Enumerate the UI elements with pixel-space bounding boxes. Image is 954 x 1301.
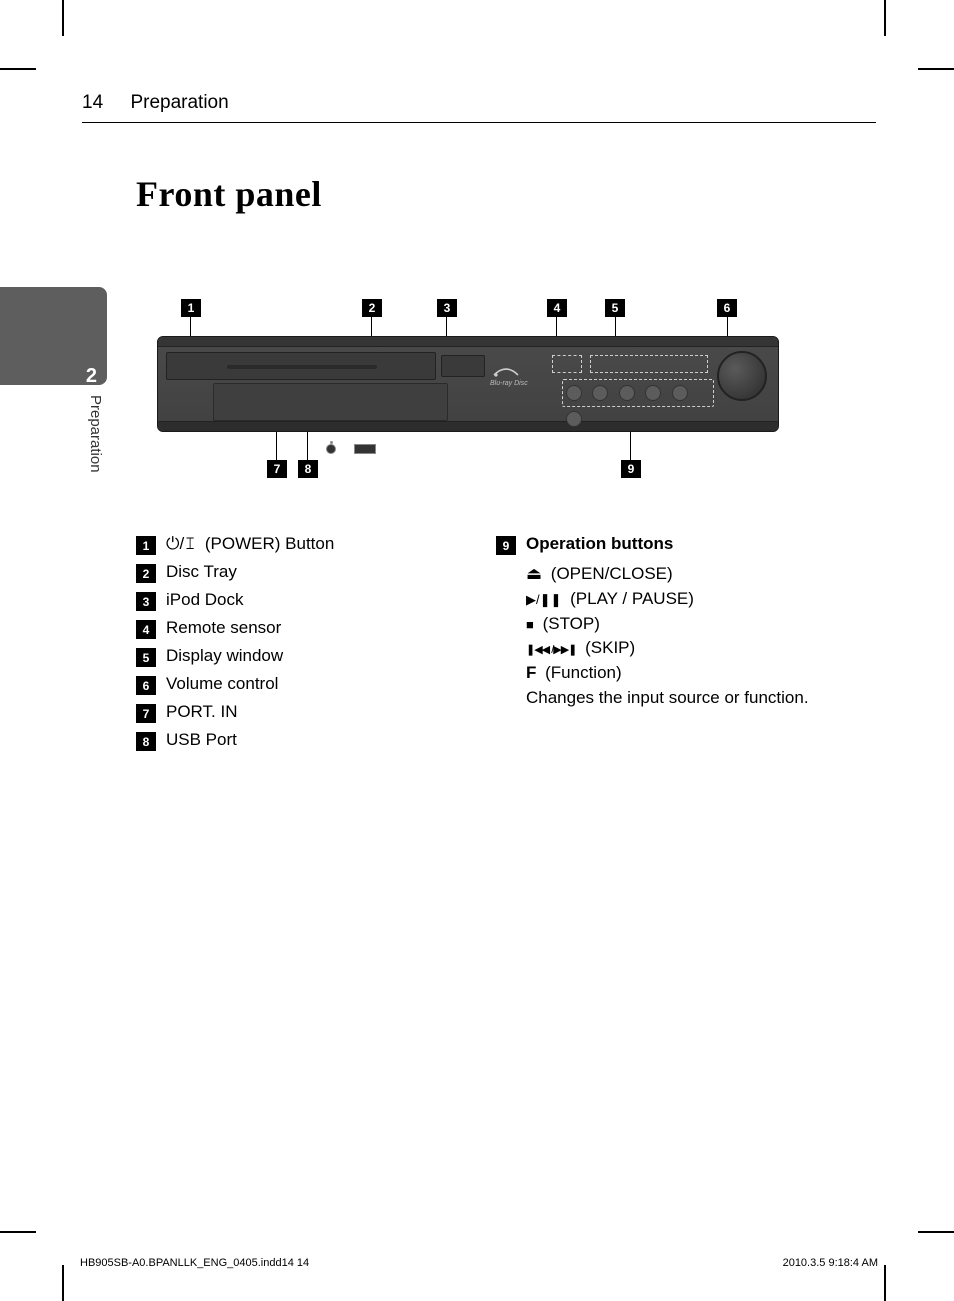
function-letter: F [526,661,536,685]
crop-mark [62,1265,64,1301]
stop-icon: ■ [526,616,534,634]
port-panel [213,383,448,421]
volume-knob [717,351,767,401]
op-line-function: F (Function) [526,661,826,685]
legend-num: 6 [136,676,156,695]
callout-3: 3 [437,299,457,317]
op-text: (OPEN/CLOSE) [551,564,673,583]
callout-9: 9 [621,460,641,478]
eject-icon: ⏏ [526,562,542,586]
callout-1: 1 [181,299,201,317]
op-line-stop: ■ (STOP) [526,612,826,636]
operation-list: ⏏ (OPEN/CLOSE) ▶/❚❚ (PLAY / PAUSE) ■ (ST… [526,562,826,710]
callout-8: 8 [298,460,318,478]
legend-item-9: 9 Operation buttons [496,534,826,555]
callout-7: 7 [267,460,287,478]
op-button [619,385,635,401]
footer-timestamp: 2010.3.5 9:18:4 AM [783,1257,878,1269]
legend-label: iPod Dock [166,590,243,610]
legend-item-6: 6 Volume control [136,674,496,695]
ipod-dock [441,355,485,377]
legend-num: 2 [136,564,156,583]
callout-4: 4 [547,299,567,317]
op-button [672,385,688,401]
legend-item-8: 8 USB Port [136,730,496,751]
legend-label: PORT. IN [166,702,237,722]
op-text: (PLAY / PAUSE) [570,589,694,608]
page-header: 14 Preparation [82,92,876,123]
op-button [645,385,661,401]
legend-label: USB Port [166,730,237,750]
op-button [566,411,582,427]
usb-port [354,444,376,454]
legend-label: (POWER) Button [205,534,334,553]
display-window [590,355,708,373]
op-button [592,385,608,401]
op-line-skip: ❚◀◀ /▶▶❚ (SKIP) [526,636,826,660]
op-line-desc: Changes the input source or function. [526,686,826,710]
crop-mark [884,1265,886,1301]
legend-item-5: 5 Display window [136,646,496,667]
page-title: Front panel [136,173,322,215]
crop-mark [884,0,886,36]
crop-mark [918,68,954,70]
op-line-open-close: ⏏ (OPEN/CLOSE) [526,562,826,586]
chapter-label: Preparation [87,395,104,473]
power-icon: ⏻/𝙸 [166,534,196,554]
legend-label: Remote sensor [166,618,281,638]
crop-mark [0,1231,36,1233]
legend-title: Operation buttons [526,534,673,554]
port-in-jack [326,444,336,454]
page-number: 14 [82,92,126,114]
legend-label: Volume control [166,674,278,694]
callout-2: 2 [362,299,382,317]
legend-item-2: 2 Disc Tray [136,562,496,583]
device-bottom-edge [158,421,778,431]
legend-text: ⏻/𝙸 (POWER) Button [166,534,334,554]
crop-mark [918,1231,954,1233]
callout-6: 6 [717,299,737,317]
device-illustration: Blu-ray Disc [157,336,779,432]
skip-icon: ❚◀◀ /▶▶❚ [526,643,576,658]
legend-label: Disc Tray [166,562,237,582]
disc-slot [227,365,377,369]
legend-label: Display window [166,646,283,666]
disc-tray [166,352,436,380]
legend-num: 9 [496,536,516,555]
op-text: (SKIP) [585,638,635,657]
legend-item-7: 7 PORT. IN [136,702,496,723]
legend-num: 5 [136,648,156,667]
legend-item-4: 4 Remote sensor [136,618,496,639]
op-text: (STOP) [543,614,600,633]
crop-mark [62,0,64,36]
section-name: Preparation [130,92,228,113]
operation-buttons-group [562,379,714,407]
legend-item-3: 3 iPod Dock [136,590,496,611]
legend-num: 7 [136,704,156,723]
legend-left: 1 ⏻/𝙸 (POWER) Button 2 Disc Tray 3 iPod … [136,528,496,758]
front-panel-diagram: 1 2 3 4 5 6 7 8 9 Blu-ray Disc [134,288,789,488]
op-button [566,385,582,401]
chapter-number: 2 [86,365,97,388]
op-text: (Function) [545,663,622,682]
callout-5: 5 [605,299,625,317]
play-pause-icon: ▶/❚❚ [526,591,561,609]
chapter-tab: 2 [0,287,107,385]
legend-right: 9 Operation buttons ⏏ (OPEN/CLOSE) ▶/❚❚ … [496,528,826,711]
legend-num: 1 [136,536,156,555]
crop-mark [0,68,36,70]
legend-item-1: 1 ⏻/𝙸 (POWER) Button [136,534,496,555]
legend-num: 3 [136,592,156,611]
op-line-play-pause: ▶/❚❚ (PLAY / PAUSE) [526,587,826,611]
footer-filename: HB905SB-A0.BPANLLK_ENG_0405.indd14 14 [80,1257,309,1269]
device-top-edge [158,337,778,347]
legend-num: 8 [136,732,156,751]
remote-sensor [552,355,582,373]
bluray-logo-text: Blu-ray Disc [490,380,528,387]
legend-num: 4 [136,620,156,639]
